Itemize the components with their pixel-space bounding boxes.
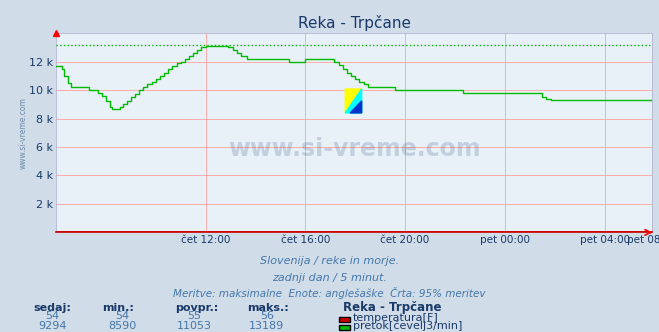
Text: Slovenija / reke in morje.: Slovenija / reke in morje.	[260, 256, 399, 266]
Text: sedaj:: sedaj:	[33, 303, 71, 313]
Text: 54: 54	[45, 311, 60, 321]
Text: temperatura[F]: temperatura[F]	[353, 313, 438, 323]
Polygon shape	[345, 89, 362, 113]
Polygon shape	[350, 101, 362, 113]
Text: min.:: min.:	[102, 303, 134, 313]
Text: www.si-vreme.com: www.si-vreme.com	[228, 137, 480, 161]
Title: Reka - Trpčane: Reka - Trpčane	[298, 15, 411, 31]
Text: www.si-vreme.com: www.si-vreme.com	[18, 97, 28, 169]
Text: 54: 54	[115, 311, 129, 321]
Text: Reka - Trpčane: Reka - Trpčane	[343, 301, 441, 314]
Text: pretok[čevelj3/min]: pretok[čevelj3/min]	[353, 320, 462, 331]
Text: 56: 56	[260, 311, 274, 321]
Polygon shape	[345, 89, 362, 113]
Text: povpr.:: povpr.:	[175, 303, 218, 313]
Text: 11053: 11053	[177, 321, 212, 331]
Text: 13189: 13189	[249, 321, 285, 331]
Text: 9294: 9294	[38, 321, 67, 331]
Text: maks.:: maks.:	[247, 303, 289, 313]
Text: 8590: 8590	[108, 321, 136, 331]
Text: Meritve: maksimalne  Enote: anglešaške  Črta: 95% meritev: Meritve: maksimalne Enote: anglešaške Čr…	[173, 287, 486, 299]
Text: zadnji dan / 5 minut.: zadnji dan / 5 minut.	[272, 273, 387, 283]
Text: 55: 55	[187, 311, 202, 321]
